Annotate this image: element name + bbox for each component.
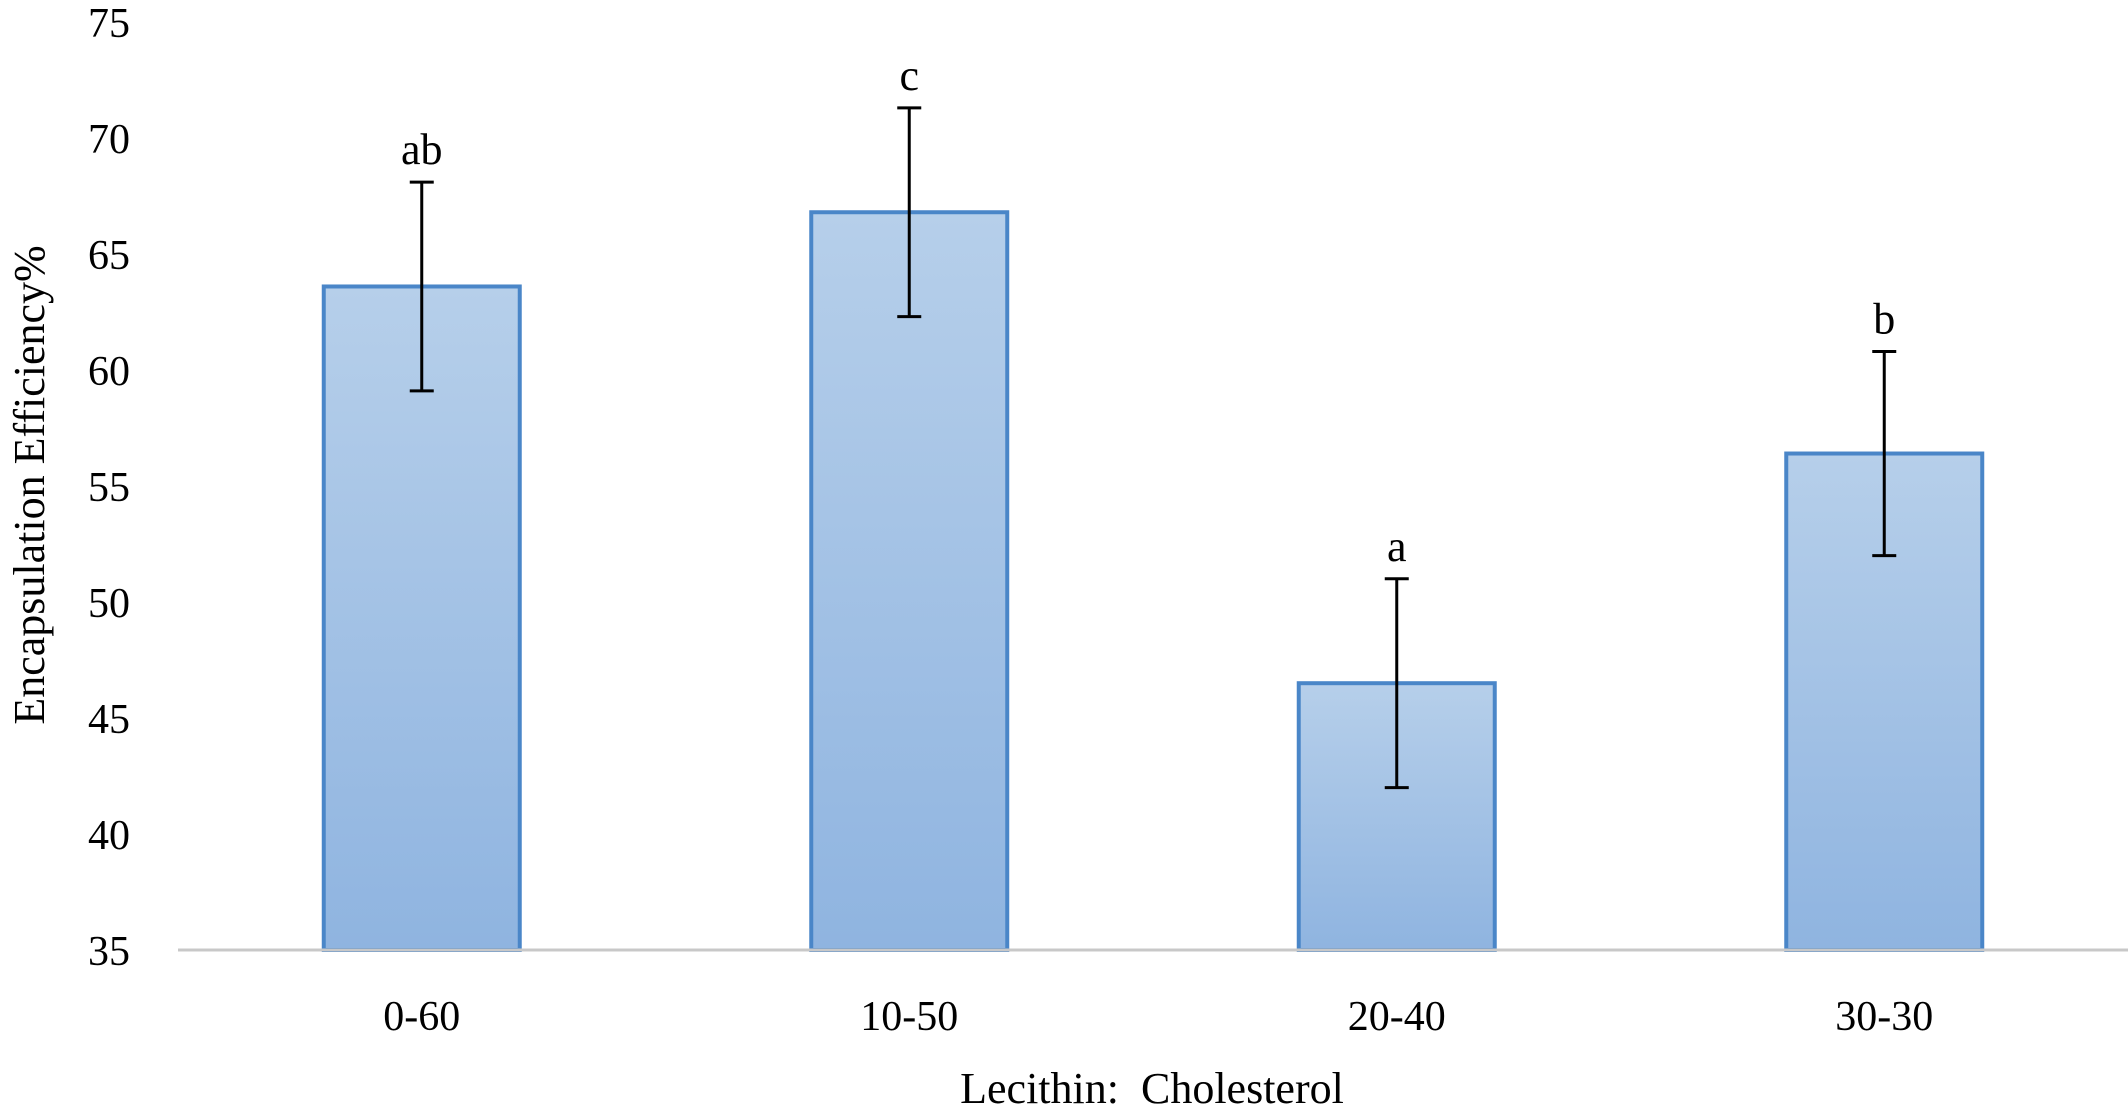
y-tick-label: 75	[88, 1, 130, 47]
significance-label: a	[1387, 522, 1407, 571]
significance-label: b	[1873, 294, 1895, 343]
y-tick-label: 55	[88, 465, 130, 511]
y-axis-title: Encapsulation Efficiency%	[5, 245, 54, 724]
y-tick-label: 60	[88, 349, 130, 395]
error-bars	[409, 106, 1897, 790]
bar	[809, 210, 1010, 953]
x-tick-label: 0-60	[383, 994, 460, 1040]
x-tick-label: 30-30	[1835, 994, 1933, 1040]
y-tick-label: 70	[88, 117, 130, 163]
significance-label: ab	[401, 125, 443, 174]
x-tick-label: 10-50	[860, 994, 958, 1040]
y-tick-label: 45	[88, 697, 130, 743]
y-tick-label: 35	[88, 929, 130, 975]
significance-label: c	[899, 51, 919, 100]
y-tick-label: 50	[88, 581, 130, 627]
x-axis-tick-labels: 0-60 10-50 20-40 30-30	[383, 994, 1933, 1040]
y-axis-tick-labels: 35 40 45 50 55 60 65 70 75	[88, 1, 130, 975]
y-tick-label: 65	[88, 233, 130, 279]
x-tick-label: 20-40	[1348, 994, 1446, 1040]
y-tick-label: 40	[88, 813, 130, 859]
bar	[321, 284, 522, 953]
x-axis-title: Lecithin: Cholesterol	[960, 1064, 1344, 1108]
bars	[321, 210, 1985, 953]
